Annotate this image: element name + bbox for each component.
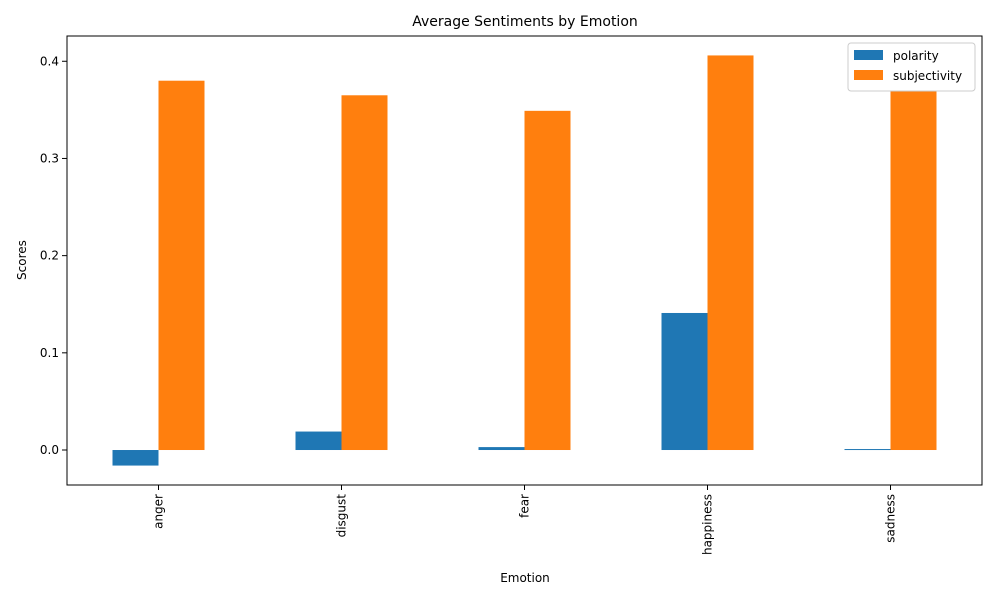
chart-title: Average Sentiments by Emotion [412, 14, 638, 30]
bar-subjectivity-sadness [890, 90, 937, 451]
bar-polarity-sadness [844, 449, 891, 451]
legend-swatch-polarity [854, 50, 883, 60]
x-tick-label-sadness: sadness [884, 494, 898, 543]
y-axis-label: Scores [15, 240, 29, 280]
legend-swatch-subjectivity [854, 70, 883, 80]
x-axis-ticks: anger disgust fear happiness sadness [152, 485, 898, 555]
x-tick-label-disgust: disgust [335, 494, 349, 538]
y-tick-label: 0.0 [40, 443, 59, 457]
bar-polarity-disgust [295, 431, 342, 451]
bar-polarity-happiness [661, 312, 708, 451]
x-axis-label: Emotion [500, 571, 550, 585]
x-tick-label-happiness: happiness [701, 494, 715, 555]
y-axis-ticks: 0.0 0.1 0.2 0.3 0.4 [40, 54, 67, 457]
bar-polarity-fear [478, 447, 525, 451]
bar-subjectivity-happiness [707, 55, 754, 451]
bar-subjectivity-fear [524, 110, 571, 451]
y-tick-label: 0.4 [40, 54, 59, 68]
legend-label-subjectivity: subjectivity [893, 69, 962, 83]
y-tick-label: 0.3 [40, 151, 59, 165]
y-tick-label: 0.2 [40, 249, 59, 263]
legend: polarity subjectivity [847, 42, 976, 92]
y-tick-label: 0.1 [40, 346, 59, 360]
bar-polarity-anger [112, 450, 159, 466]
plot-frame [66, 35, 983, 486]
x-tick-label-anger: anger [152, 494, 166, 529]
legend-label-polarity: polarity [893, 49, 939, 63]
bar-subjectivity-disgust [341, 95, 388, 451]
bar-subjectivity-anger [158, 80, 205, 451]
bars-layer [112, 55, 937, 466]
x-tick-label-fear: fear [518, 494, 532, 518]
